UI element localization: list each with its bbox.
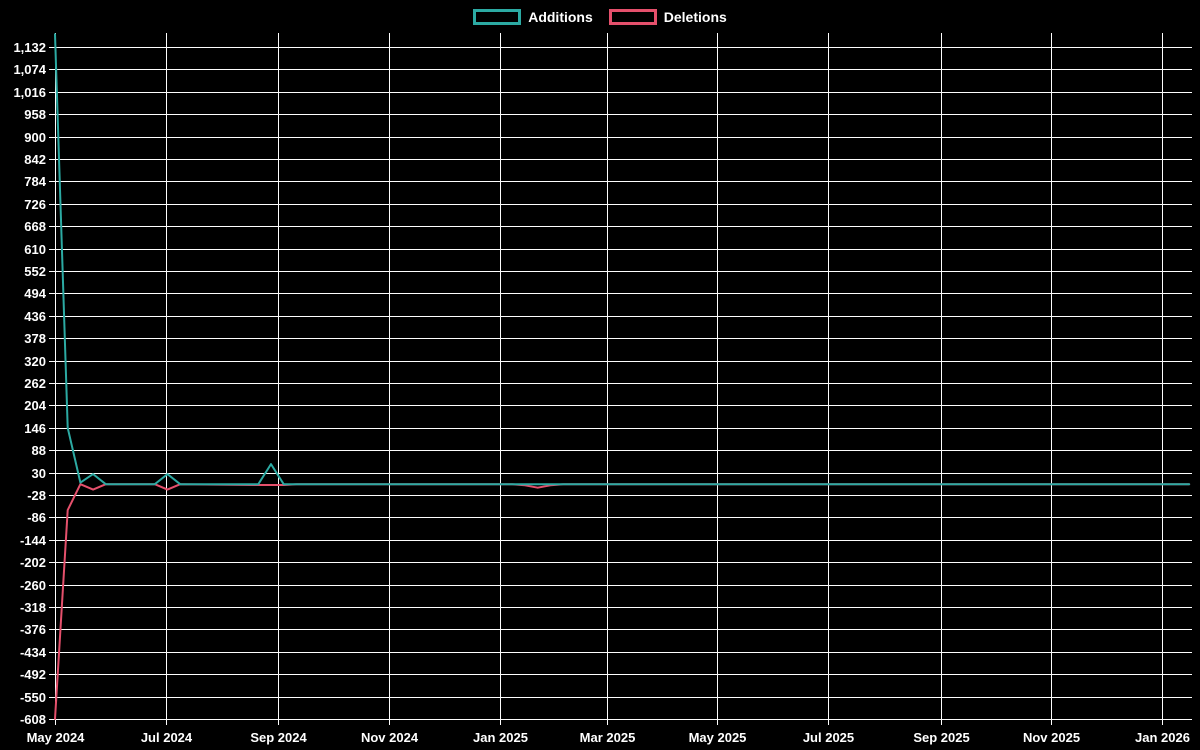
y-tick-label: 88	[32, 443, 46, 458]
y-tick-label: -550	[20, 690, 46, 705]
deletions-swatch-icon	[608, 9, 657, 25]
y-tick-label: 1,132	[13, 40, 46, 55]
y-tick-label: 378	[24, 331, 46, 346]
legend-item-deletions[interactable]: Deletions	[608, 8, 727, 26]
y-tick-label: 958	[24, 107, 46, 122]
y-tick-label: 1,016	[13, 85, 46, 100]
y-tick-label: 494	[24, 286, 46, 301]
y-tick-label: 726	[24, 197, 46, 212]
y-tick-label: 30	[32, 466, 46, 481]
y-tick-label: -376	[20, 622, 46, 637]
y-tick-label: -86	[27, 510, 46, 525]
y-tick-label: -144	[20, 533, 47, 548]
chart-legend: Additions Deletions	[0, 8, 1200, 26]
y-tick-label: 146	[24, 421, 46, 436]
x-tick-label: Sep 2024	[250, 730, 307, 745]
y-tick-label: 1,074	[13, 62, 46, 77]
y-tick-label: 552	[24, 264, 46, 279]
y-tick-label: -608	[20, 712, 46, 727]
y-tick-label: 668	[24, 219, 46, 234]
x-tick-label: Jul 2024	[141, 730, 193, 745]
x-tick-label: Nov 2025	[1023, 730, 1080, 745]
y-tick-label: -434	[20, 645, 47, 660]
x-tick-label: May 2024	[27, 730, 86, 745]
y-tick-label: 610	[24, 242, 46, 257]
x-tick-label: Jan 2025	[473, 730, 528, 745]
y-tick-label: -318	[20, 600, 46, 615]
y-tick-label: -260	[20, 578, 46, 593]
y-tick-label: -28	[27, 488, 46, 503]
y-tick-label: -492	[20, 667, 46, 682]
x-tick-label: Nov 2024	[361, 730, 419, 745]
y-tick-label: 900	[24, 130, 46, 145]
additions-swatch-icon	[473, 9, 522, 25]
legend-label-additions: Additions	[528, 9, 593, 25]
y-tick-label: 262	[24, 376, 46, 391]
y-tick-label: -202	[20, 555, 46, 570]
y-tick-label: 436	[24, 309, 46, 324]
y-tick-label: 320	[24, 354, 46, 369]
y-tick-label: 842	[24, 152, 46, 167]
y-tick-label: 784	[24, 174, 46, 189]
legend-label-deletions: Deletions	[663, 9, 727, 25]
legend-item-additions[interactable]: Additions	[473, 8, 593, 26]
x-tick-label: May 2025	[689, 730, 747, 745]
x-tick-label: Mar 2025	[580, 730, 636, 745]
y-tick-label: 204	[24, 398, 46, 413]
x-tick-label: Sep 2025	[913, 730, 969, 745]
series-line-additions	[54, 33, 1191, 486]
series-line-deletions	[54, 483, 1191, 720]
x-tick-label: Jan 2026	[1135, 730, 1190, 745]
x-tick-label: Jul 2025	[803, 730, 854, 745]
